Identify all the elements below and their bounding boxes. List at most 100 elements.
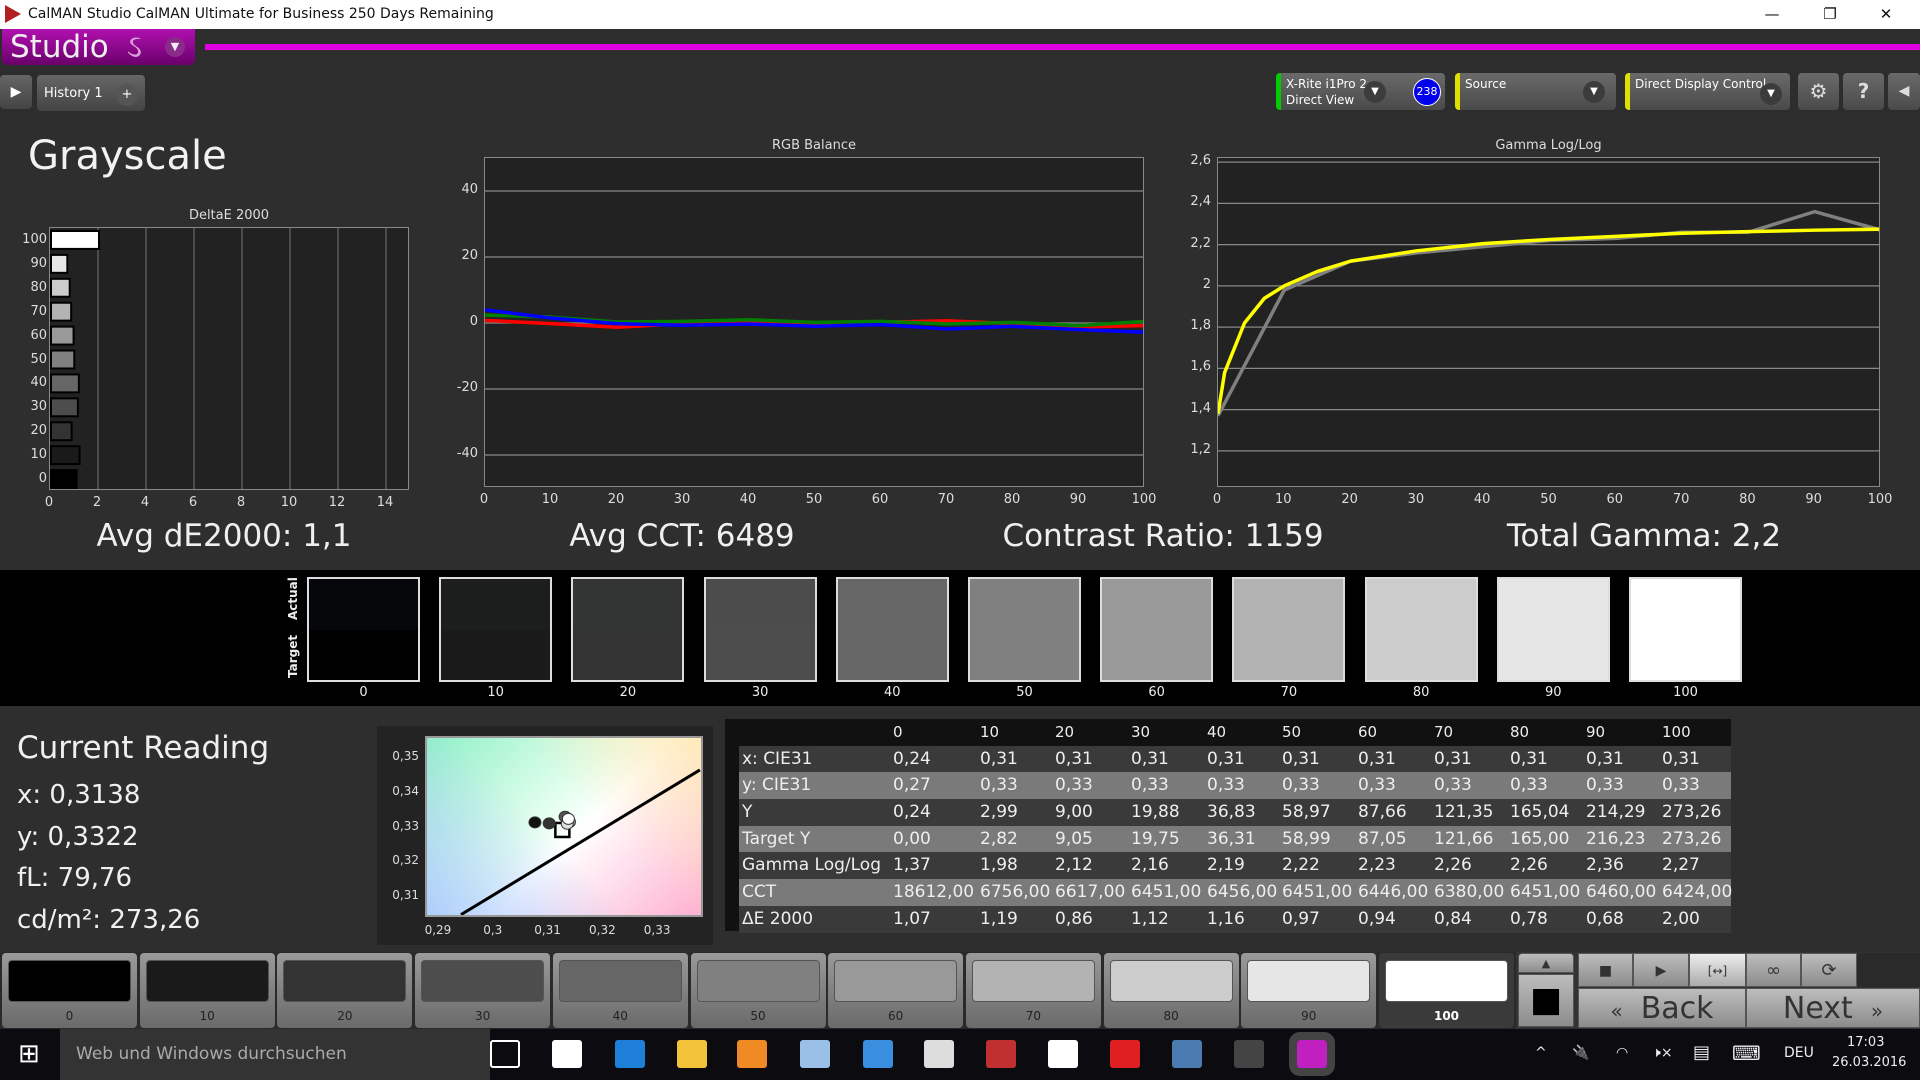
explorer-taskbar-icon[interactable] xyxy=(677,1040,707,1068)
swatch-40 xyxy=(835,577,949,682)
table-cell: 87,05 xyxy=(1358,828,1407,849)
steps-taskbar-icon[interactable] xyxy=(986,1040,1016,1068)
deltae-bar xyxy=(50,277,71,298)
table-row: Y 0,24 2,99 9,00 19,88 36,83 58,97 87,66 121,35 1… xyxy=(739,799,1731,826)
x-tick-label: 70 xyxy=(937,492,955,507)
row-label: Gamma Log/Log xyxy=(742,855,881,876)
back-button[interactable]: « Back xyxy=(1578,988,1746,1028)
volume-muted-icon[interactable]: 🕨× xyxy=(1652,1045,1673,1061)
patch-button-100[interactable]: 100 xyxy=(1379,953,1514,1028)
terminal-taskbar-icon[interactable] xyxy=(1234,1040,1264,1068)
deltae-bar xyxy=(50,397,79,418)
task-view-taskbar-icon[interactable] xyxy=(490,1040,520,1068)
table-cell: 165,00 xyxy=(1510,828,1570,849)
close-button[interactable]: ✕ xyxy=(1879,5,1893,23)
edge-taskbar-icon[interactable] xyxy=(615,1040,645,1068)
taskbar-search-input[interactable]: Web und Windows durchsuchen xyxy=(60,1029,490,1080)
windows-start-icon[interactable]: ⊞ xyxy=(18,1039,40,1069)
window-title: CalMAN Studio CalMAN Ultimate for Busine… xyxy=(28,6,494,22)
y-tick-label: 0,31 xyxy=(392,887,419,902)
back-arrows-icon: « xyxy=(1610,999,1623,1023)
meter-badge[interactable]: 238 xyxy=(1413,78,1441,106)
camera-taskbar-icon[interactable] xyxy=(1048,1040,1078,1068)
table-cell: 0,78 xyxy=(1510,908,1548,929)
studio-menu-button[interactable]: Studio ઽ ▼ xyxy=(2,29,195,65)
patch-button-10[interactable]: 10 xyxy=(139,953,275,1028)
clock-time[interactable]: 17:03 xyxy=(1847,1035,1885,1050)
swatch-0 xyxy=(307,577,420,682)
restore-button[interactable]: ❐ xyxy=(1823,5,1837,23)
chevron-down-icon[interactable]: ▼ xyxy=(1583,81,1605,103)
chevron-down-icon[interactable]: ▼ xyxy=(1760,83,1782,105)
store-taskbar-icon[interactable] xyxy=(552,1040,582,1068)
patch-button-90[interactable]: 90 xyxy=(1241,953,1377,1028)
patch-button-50[interactable]: 50 xyxy=(690,953,826,1028)
clock-date[interactable]: 26.03.2016 xyxy=(1832,1055,1907,1070)
refresh-button[interactable]: ⟳ xyxy=(1801,953,1857,987)
table-cell: 0,31 xyxy=(1282,748,1320,769)
table-cell: 0,31 xyxy=(1207,748,1245,769)
table-cell: 2,82 xyxy=(980,828,1018,849)
range-button[interactable]: [↔] xyxy=(1689,953,1746,987)
stop-button[interactable]: ■ xyxy=(1578,953,1633,987)
actual-swatch xyxy=(573,579,683,630)
help-icon[interactable]: ? xyxy=(1843,73,1884,110)
play-button[interactable]: ▶ xyxy=(1633,953,1689,987)
swatch-label: 10 xyxy=(487,685,504,700)
source-selector[interactable]: Source ▼ xyxy=(1455,73,1616,110)
stop-measure-button[interactable]: ■ xyxy=(1518,974,1574,1027)
patch-button-40[interactable]: 40 xyxy=(552,953,688,1028)
tray-chevron-icon[interactable]: ^ xyxy=(1535,1045,1547,1061)
y-tick-label: 2,2 xyxy=(1190,235,1211,251)
expand-panel-button[interactable]: ▶ xyxy=(0,75,32,109)
deltae-bar xyxy=(50,325,75,346)
keyboard-icon[interactable]: ⌨ xyxy=(1732,1041,1761,1065)
battery-icon[interactable]: 🔌 xyxy=(1572,1045,1590,1061)
media-taskbar-icon[interactable] xyxy=(737,1040,767,1068)
minimize-button[interactable]: — xyxy=(1764,5,1780,23)
patch-color xyxy=(834,960,958,1002)
settings-gear-icon[interactable]: ⚙ xyxy=(1798,73,1839,110)
display-control-selector[interactable]: Direct Display Control ▼ xyxy=(1625,73,1790,110)
steam-taskbar-icon[interactable] xyxy=(1172,1040,1202,1068)
up-button[interactable]: ▲ xyxy=(1518,953,1574,973)
timer-taskbar-icon[interactable] xyxy=(924,1040,954,1068)
patch-button-20[interactable]: 20 xyxy=(277,953,413,1028)
row-label: Y xyxy=(742,802,753,823)
patch-button-80[interactable]: 80 xyxy=(1103,953,1239,1028)
patch-button-30[interactable]: 30 xyxy=(415,953,551,1028)
y-tick-label: 0,32 xyxy=(392,853,419,868)
target-swatch xyxy=(441,629,551,680)
target-swatch xyxy=(1498,629,1608,680)
actual-swatch xyxy=(705,579,815,630)
x-tick-label: 20 xyxy=(1341,492,1358,507)
patch-button-0[interactable]: 0 xyxy=(2,953,137,1028)
table-cell: 1,98 xyxy=(980,855,1018,876)
measured-point xyxy=(542,817,556,830)
paint-taskbar-icon[interactable] xyxy=(800,1040,830,1068)
y-tick-label: 100 xyxy=(22,232,47,247)
add-tab-button[interactable]: + xyxy=(116,84,138,106)
patch-button-60[interactable]: 60 xyxy=(828,953,964,1028)
meter-selector[interactable]: X-Rite i1Pro 2 Direct View ▼ 238 xyxy=(1276,73,1445,110)
next-button[interactable]: Next » xyxy=(1746,988,1920,1028)
notifications-icon[interactable]: ▤ xyxy=(1693,1042,1711,1063)
language-indicator[interactable]: DEU xyxy=(1784,1045,1814,1061)
table-cell: 6424,00 xyxy=(1662,882,1733,903)
wifi-icon[interactable]: ◠ xyxy=(1616,1045,1629,1061)
calman-taskbar-icon[interactable] xyxy=(1289,1032,1335,1076)
ccleaner-taskbar-icon[interactable] xyxy=(1110,1040,1140,1068)
chevron-down-icon[interactable]: ▼ xyxy=(1364,81,1386,103)
loop-button[interactable]: ∞ xyxy=(1746,953,1801,987)
x-tick-label: 4 xyxy=(140,495,150,510)
patch-button-70[interactable]: 70 xyxy=(965,953,1101,1028)
outlook-taskbar-icon[interactable] xyxy=(863,1040,893,1068)
table-cell: 0,24 xyxy=(893,748,931,769)
collapse-arrow-icon[interactable]: ◀ xyxy=(1888,73,1920,110)
table-cell: 9,00 xyxy=(1055,802,1093,823)
chevron-down-icon: ▼ xyxy=(165,37,185,57)
tab-history-1[interactable]: History 1 + xyxy=(37,75,145,111)
source-status-indicator xyxy=(1455,73,1460,110)
patch-color xyxy=(421,960,545,1002)
swatch-label: 50 xyxy=(1016,685,1033,700)
